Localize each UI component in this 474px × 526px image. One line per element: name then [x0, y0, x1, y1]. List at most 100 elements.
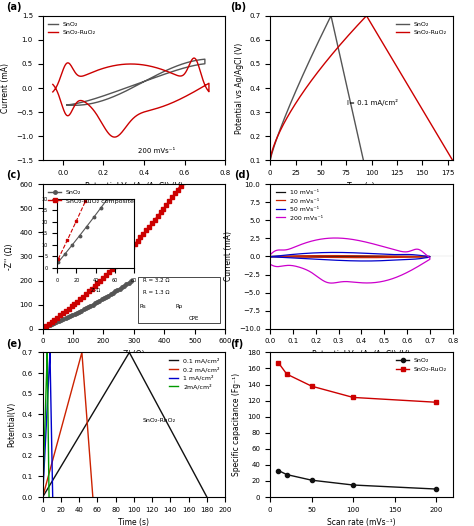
- SnO₂-RuO₂: [280, 122, 286, 128]
- 0.1 mA/cm²: [152, 396, 157, 402]
- SnO₂: [268, 156, 273, 162]
- SnO₂: [202, 56, 208, 63]
- 0.2 mA/cm²: [66, 398, 72, 404]
- Line: 20 mVs⁻¹: 20 mVs⁻¹: [270, 256, 430, 258]
- Legend: 0.1 mA/cm², 0.2 mA/cm², 1 mA/cm², 2mA/cm²: 0.1 mA/cm², 0.2 mA/cm², 1 mA/cm², 2mA/cm…: [166, 356, 222, 392]
- 200 mVs⁻¹: [398, 272, 404, 278]
- 2mA/cm²: [45, 349, 50, 356]
- SnO₂: [323, 23, 329, 29]
- SnO₂: [284, 471, 290, 478]
- SnO₂: [92, 300, 98, 307]
- X-axis label: Potential Vs (Ag/AgCl) (V): Potential Vs (Ag/AgCl) (V): [312, 350, 410, 359]
- Line: SnO₂-RuO₂: SnO₂-RuO₂: [270, 16, 453, 160]
- Text: (a): (a): [6, 2, 22, 12]
- 20 mVs⁻¹: [373, 255, 379, 261]
- 10 mVs⁻¹: [350, 253, 356, 259]
- Y-axis label: Potential(V): Potential(V): [7, 402, 16, 448]
- SnO₂-RuO₂: [112, 134, 118, 140]
- 1 mA/cm²: [47, 349, 53, 356]
- 10 mVs⁻¹: [324, 253, 329, 259]
- SnO₂-RuO₂: [50, 81, 55, 87]
- 50 mVs⁻¹: [324, 249, 329, 256]
- SnO₂: [81, 306, 86, 312]
- 10 mVs⁻¹: [373, 254, 379, 260]
- SnO₂: [83, 305, 89, 311]
- Line: 200 mVs⁻¹: 200 mVs⁻¹: [270, 238, 430, 283]
- SnO₂: [121, 282, 127, 289]
- SnO₂: [87, 302, 93, 309]
- SnO₂: [132, 84, 137, 90]
- 200 mVs⁻¹: [329, 280, 335, 286]
- SnO₂: [72, 311, 77, 317]
- 0.1 mA/cm²: [204, 494, 210, 500]
- 0.2 mA/cm²: [84, 413, 90, 419]
- 10 mVs⁻¹: [326, 253, 331, 259]
- Text: CPE: CPE: [189, 316, 199, 321]
- 10 mVs⁻¹: [267, 254, 273, 260]
- SnO₂: [135, 80, 141, 87]
- SnO₂: [433, 486, 439, 492]
- SnO₂-RuO₂ composite: [40, 325, 46, 331]
- SnO₂: [54, 319, 59, 326]
- SnO₂: [124, 281, 129, 287]
- SnO₂: [110, 290, 116, 296]
- Bar: [137, 277, 219, 323]
- SnO₂: [65, 314, 71, 320]
- Text: I= 0.1 mA/cm²: I= 0.1 mA/cm²: [347, 99, 398, 106]
- SnO₂: [321, 26, 327, 33]
- 1 mA/cm²: [47, 374, 53, 380]
- Text: (c): (c): [6, 170, 21, 180]
- 20 mVs⁻¹: [267, 254, 273, 260]
- Y-axis label: Current (mA): Current (mA): [1, 63, 10, 113]
- 50 mVs⁻¹: [345, 258, 351, 264]
- 0.2 mA/cm²: [67, 393, 73, 399]
- SnO₂: [42, 324, 48, 330]
- SnO₂-RuO₂: [275, 360, 281, 366]
- SnO₂: [361, 157, 366, 164]
- 50 mVs⁻¹: [398, 257, 404, 263]
- SnO₂: [40, 325, 46, 331]
- 50 mVs⁻¹: [332, 249, 337, 256]
- SnO₂: [103, 294, 109, 300]
- 2mA/cm²: [42, 420, 48, 426]
- SnO₂: [47, 322, 53, 329]
- Legend: SnO₂, SnO₂-RuO₂: SnO₂, SnO₂-RuO₂: [394, 356, 449, 375]
- 1 mA/cm²: [50, 494, 55, 500]
- 200 mVs⁻¹: [267, 251, 273, 258]
- SnO₂-RuO₂: [335, 44, 341, 50]
- SnO₂-RuO₂: [284, 371, 290, 377]
- 10 mVs⁻¹: [267, 254, 273, 260]
- SnO₂: [322, 26, 328, 32]
- 50 mVs⁻¹: [412, 252, 418, 258]
- SnO₂: [90, 301, 95, 308]
- SnO₂-RuO₂: [191, 55, 197, 61]
- 200 mVs⁻¹: [373, 279, 379, 286]
- X-axis label: Time(s): Time(s): [347, 181, 376, 191]
- 2mA/cm²: [41, 457, 46, 463]
- Line: SnO₂-RuO₂ composite: SnO₂-RuO₂ composite: [41, 159, 200, 330]
- SnO₂: [106, 292, 111, 299]
- SnO₂: [108, 291, 113, 297]
- Line: 10 mVs⁻¹: 10 mVs⁻¹: [270, 256, 430, 257]
- SnO₂: [99, 296, 104, 302]
- 1 mA/cm²: [47, 359, 53, 366]
- Line: SnO₂: SnO₂: [270, 16, 364, 160]
- 20 mVs⁻¹: [350, 252, 356, 259]
- Line: SnO₂: SnO₂: [276, 469, 438, 491]
- 50 mVs⁻¹: [350, 250, 356, 256]
- 20 mVs⁻¹: [412, 254, 418, 260]
- SnO₂: [51, 320, 57, 327]
- Line: SnO₂: SnO₂: [67, 59, 205, 105]
- 10 mVs⁻¹: [412, 254, 418, 260]
- SnO₂: [45, 323, 50, 329]
- 2mA/cm²: [40, 494, 46, 500]
- Text: SnO₂-RuO₂: SnO₂-RuO₂: [143, 418, 176, 423]
- SnO₂: [346, 90, 351, 96]
- SnO₂-RuO₂: [69, 64, 75, 70]
- SnO₂: [49, 321, 55, 328]
- Legend: 10 mVs⁻¹, 20 mVs⁻¹, 50 mVs⁻¹, 200 mVs⁻¹: 10 mVs⁻¹, 20 mVs⁻¹, 50 mVs⁻¹, 200 mVs⁻¹: [273, 187, 326, 223]
- SnO₂: [328, 13, 334, 19]
- SnO₂: [275, 468, 281, 474]
- 2mA/cm²: [46, 494, 52, 500]
- Y-axis label: Specific capacitance (Fg⁻¹): Specific capacitance (Fg⁻¹): [232, 373, 241, 477]
